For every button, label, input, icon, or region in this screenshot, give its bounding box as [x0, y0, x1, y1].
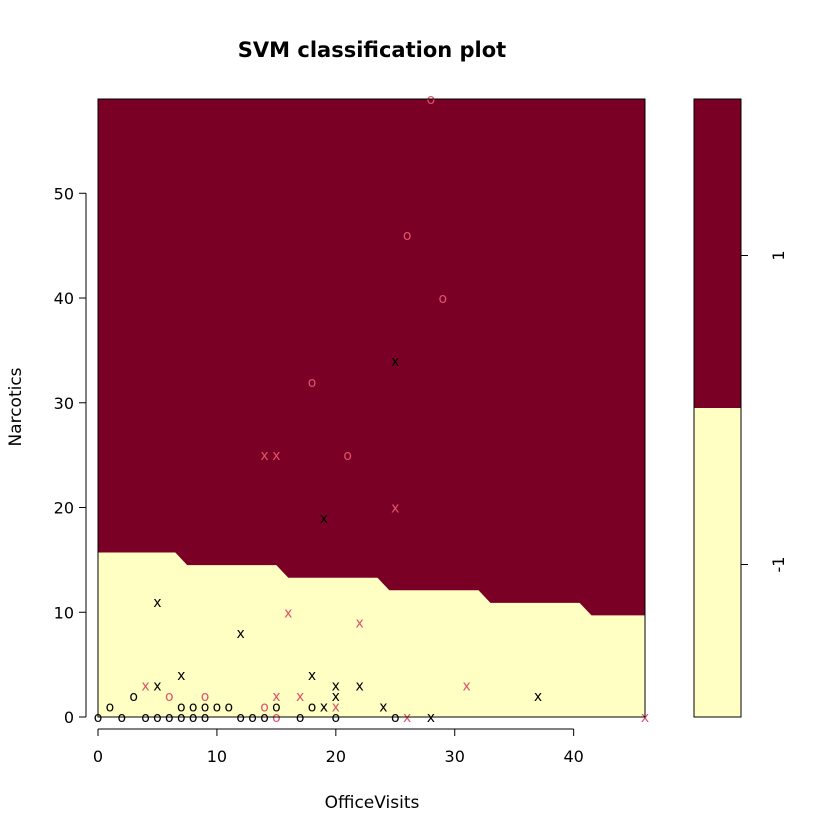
- legend-swatch-class-1: [694, 99, 741, 408]
- y-tick-label: 50: [54, 184, 74, 203]
- data-point: o: [427, 92, 436, 108]
- x-tick-label: 20: [326, 747, 346, 766]
- data-point: x: [534, 689, 542, 705]
- data-point: o: [236, 710, 245, 726]
- data-point: o: [391, 710, 400, 726]
- data-point: o: [165, 689, 174, 705]
- data-point: o: [94, 710, 103, 726]
- legend-swatch-class-minus-1: [694, 408, 741, 717]
- data-point: x: [320, 511, 328, 527]
- data-point: o: [225, 700, 234, 716]
- color-legend: 1 -1: [693, 98, 788, 718]
- data-point: o: [177, 700, 186, 716]
- data-point: x: [332, 679, 340, 695]
- data-point: o: [189, 710, 198, 726]
- chart-title: SVM classification plot: [238, 38, 506, 62]
- data-point: o: [213, 700, 222, 716]
- x-axis-label: OfficeVisits: [325, 793, 420, 813]
- data-point: o: [403, 228, 412, 244]
- data-point: x: [284, 605, 292, 621]
- legend-label: -1: [769, 557, 788, 573]
- data-point: x: [141, 679, 149, 695]
- data-point: o: [439, 291, 448, 307]
- data-point: o: [201, 689, 210, 705]
- data-point: x: [308, 668, 316, 684]
- data-point: o: [117, 710, 126, 726]
- data-point: x: [332, 689, 340, 705]
- data-point: x: [391, 354, 399, 370]
- data-point: o: [260, 700, 269, 716]
- data-point: o: [189, 700, 198, 716]
- data-point: o: [296, 710, 305, 726]
- data-point: x: [332, 700, 340, 716]
- data-point: o: [141, 710, 150, 726]
- data-point: x: [272, 689, 280, 705]
- data-point: x: [296, 689, 304, 705]
- data-point: x: [153, 679, 161, 695]
- data-point: x: [260, 448, 268, 464]
- data-point: o: [260, 710, 269, 726]
- data-point: o: [272, 700, 281, 716]
- data-point: o: [343, 448, 352, 464]
- data-point: x: [462, 679, 470, 695]
- data-point: x: [237, 626, 245, 642]
- x-tick-label: 40: [563, 747, 583, 766]
- data-point: x: [272, 448, 280, 464]
- data-point: o: [129, 689, 138, 705]
- data-point: o: [272, 710, 281, 726]
- y-tick-label: 10: [54, 603, 74, 622]
- data-point: x: [355, 679, 363, 695]
- data-point: x: [320, 700, 328, 716]
- region-class-minus-1: [98, 552, 645, 717]
- data-point: x: [427, 710, 435, 726]
- y-tick-label: 30: [54, 394, 74, 413]
- data-point: x: [177, 668, 185, 684]
- plot-border: [97, 98, 646, 718]
- data-point: o: [165, 710, 174, 726]
- data-point: o: [201, 700, 210, 716]
- data-point: x: [355, 616, 363, 632]
- data-point: o: [308, 375, 317, 391]
- legend-border: [693, 98, 742, 718]
- data-point: x: [379, 700, 387, 716]
- data-point: o: [177, 710, 186, 726]
- data-point: x: [153, 595, 161, 611]
- x-tick-label: 0: [93, 747, 103, 766]
- data-point: o: [153, 710, 162, 726]
- y-tick-label: 0: [64, 708, 74, 727]
- y-axis-label: Narcotics: [6, 367, 26, 446]
- data-point: o: [332, 710, 341, 726]
- data-point: o: [308, 700, 317, 716]
- data-point: x: [391, 501, 399, 517]
- data-point: o: [201, 710, 210, 726]
- data-point: x: [403, 710, 411, 726]
- x-tick-label: 10: [207, 747, 227, 766]
- legend-label: 1: [769, 250, 788, 260]
- y-tick-label: 20: [54, 499, 74, 518]
- data-point: o: [248, 710, 257, 726]
- y-tick-label: 40: [54, 289, 74, 308]
- x-tick-label: 30: [445, 747, 465, 766]
- data-point: x: [641, 710, 649, 726]
- data-point: o: [106, 700, 115, 716]
